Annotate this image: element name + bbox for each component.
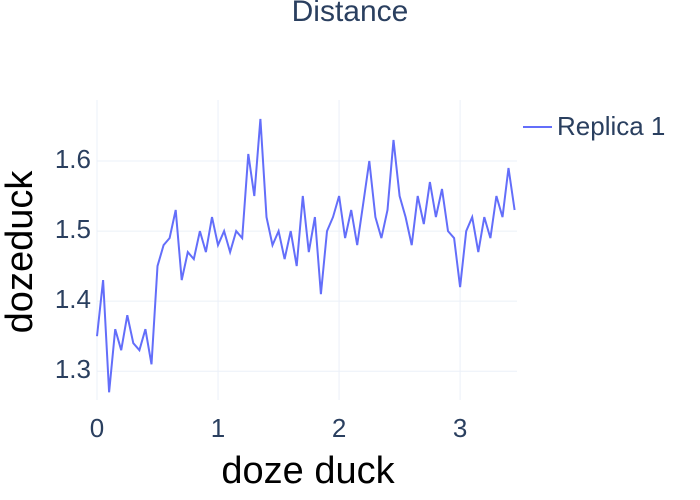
y-axis-title: dozeduck (0, 170, 41, 334)
x-axis-title: doze duck (221, 450, 395, 492)
y-tick-label: 1.5 (55, 214, 91, 244)
y-tick-label: 1.6 (55, 144, 91, 174)
x-tick-label: 3 (453, 413, 467, 443)
x-tick-label: 0 (90, 413, 104, 443)
grid (96, 100, 517, 400)
x-tick-label: 2 (332, 413, 346, 443)
y-tick-label: 1.3 (55, 354, 91, 384)
legend: Replica 1 (523, 111, 665, 141)
x-tick-label: 1 (211, 413, 225, 443)
plot-area (96, 118, 516, 393)
data-line (96, 118, 516, 393)
legend-label: Replica 1 (557, 111, 665, 141)
chart-title: Distance (292, 0, 409, 28)
y-tick-label: 1.4 (55, 284, 91, 314)
